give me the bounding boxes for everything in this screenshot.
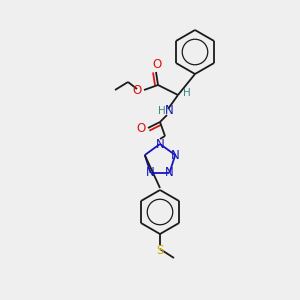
Text: H: H: [158, 106, 166, 116]
Text: O: O: [132, 83, 142, 97]
Text: N: N: [146, 167, 155, 179]
Text: N: N: [165, 104, 173, 118]
Text: S: S: [156, 244, 164, 257]
Text: O: O: [152, 58, 162, 71]
Text: N: N: [156, 137, 164, 151]
Text: O: O: [136, 122, 146, 136]
Text: N: N: [171, 148, 180, 162]
Text: H: H: [183, 88, 191, 98]
Text: N: N: [165, 167, 174, 179]
